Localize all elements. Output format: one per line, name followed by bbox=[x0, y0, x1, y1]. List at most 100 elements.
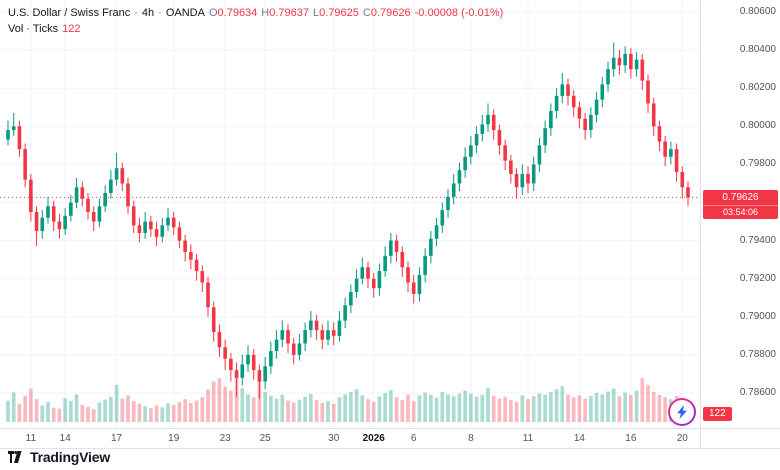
separator-dot: · bbox=[134, 7, 138, 19]
candle-body bbox=[514, 173, 519, 188]
candle-body bbox=[589, 114, 593, 131]
candle-body bbox=[217, 332, 222, 348]
candle-body bbox=[320, 330, 325, 340]
symbol-row: U.S. Dollar / Swiss Franc · 4h · OANDA O… bbox=[8, 5, 507, 21]
candle-body bbox=[257, 370, 262, 382]
candle-body bbox=[286, 330, 290, 344]
candle-body bbox=[480, 124, 485, 134]
candle-body bbox=[297, 343, 302, 355]
volume-bar bbox=[446, 394, 450, 422]
candle-body bbox=[509, 160, 513, 174]
volume-bar bbox=[520, 395, 525, 422]
candle-body bbox=[114, 168, 119, 180]
symbol-title[interactable]: U.S. Dollar / Swiss Franc bbox=[8, 7, 131, 19]
time-axis-label: 2026 bbox=[362, 433, 385, 444]
volume-bar bbox=[480, 394, 485, 422]
ohlc-low: L0.79625 bbox=[313, 7, 359, 19]
candle-body bbox=[177, 227, 182, 241]
volume-indicator-label[interactable]: Vol · Ticks bbox=[8, 23, 59, 35]
candle-body bbox=[417, 274, 422, 294]
volume-bar bbox=[354, 389, 359, 422]
candle-body bbox=[554, 95, 559, 112]
candle-body bbox=[211, 307, 216, 333]
volume-bar bbox=[457, 393, 462, 422]
candle-body bbox=[240, 364, 245, 378]
price-axis-label: 0.80400 bbox=[739, 44, 776, 56]
volume-bar bbox=[491, 395, 496, 422]
price-axis-label: 0.80600 bbox=[739, 6, 776, 17]
interval-label[interactable]: 4h bbox=[141, 7, 155, 19]
volume-bar bbox=[577, 395, 582, 422]
candle-body bbox=[629, 53, 633, 70]
volume-bar bbox=[509, 400, 513, 422]
instant-trading-button[interactable] bbox=[668, 398, 696, 426]
volume-bar bbox=[474, 396, 479, 422]
candle-body bbox=[63, 215, 67, 230]
change-value: -0.00008 (-0.01%) bbox=[414, 7, 504, 19]
price-axis-label: 0.78800 bbox=[739, 348, 776, 360]
volume-bar bbox=[640, 378, 645, 422]
candle-body bbox=[291, 343, 296, 355]
candle-body bbox=[520, 173, 525, 188]
candle-body bbox=[51, 206, 56, 222]
time-axis-label: 11 bbox=[25, 433, 37, 444]
candle-body bbox=[126, 183, 130, 207]
tradingview-wordmark: TradingView bbox=[30, 449, 111, 465]
candle-body bbox=[349, 292, 353, 306]
candle-body bbox=[131, 206, 136, 226]
candle-body bbox=[143, 221, 147, 233]
price-axis-label: 0.80000 bbox=[739, 120, 776, 132]
volume-bar bbox=[211, 381, 216, 422]
candle-body bbox=[646, 80, 650, 104]
candle-body bbox=[74, 187, 79, 203]
candle-body bbox=[606, 69, 610, 85]
candle-body bbox=[57, 221, 62, 230]
candle-body bbox=[331, 330, 336, 336]
ohlc-open: O0.79634 bbox=[209, 7, 257, 19]
volume-bar bbox=[326, 401, 330, 422]
volume-bar bbox=[46, 402, 50, 422]
volume-bar bbox=[240, 388, 245, 422]
candle-body bbox=[154, 229, 159, 237]
separator-dot: · bbox=[158, 7, 162, 19]
volume-bar bbox=[503, 396, 507, 422]
candle-body bbox=[634, 59, 639, 70]
candle-body bbox=[680, 172, 685, 188]
price-axis-label: 0.79000 bbox=[739, 310, 776, 322]
volume-bar bbox=[171, 404, 176, 422]
volume-bar bbox=[200, 397, 205, 422]
volume-bar bbox=[657, 394, 662, 422]
tradingview-branding[interactable]: TradingView bbox=[8, 449, 110, 465]
volume-bar bbox=[554, 389, 559, 422]
candle-body bbox=[577, 107, 582, 119]
volume-bar bbox=[234, 372, 239, 422]
time-axis[interactable]: 11 14 17 19 23 25 30 2026 6 8 11 14 16 20 bbox=[0, 430, 700, 448]
price-axis[interactable]: 0.80600 0.80400 0.80200 0.80000 0.79800 0.794… bbox=[701, 0, 780, 428]
volume-bar bbox=[400, 400, 405, 422]
volume-bar bbox=[303, 396, 307, 422]
volume-bar bbox=[383, 392, 387, 422]
candle-body bbox=[274, 339, 279, 352]
volume-bar bbox=[229, 390, 233, 422]
chart-legend: U.S. Dollar / Swiss Franc · 4h · OANDA O… bbox=[8, 5, 507, 37]
candle-body bbox=[23, 149, 27, 180]
volume-bar bbox=[429, 394, 433, 422]
candle-body bbox=[234, 370, 239, 378]
volume-bar bbox=[486, 387, 490, 422]
lightning-icon bbox=[676, 405, 687, 419]
volume-bar bbox=[589, 395, 593, 422]
volume-bar bbox=[206, 389, 210, 422]
candle-body bbox=[503, 145, 507, 161]
candle-body bbox=[377, 271, 382, 289]
candle-body bbox=[46, 206, 50, 218]
volume-bar bbox=[246, 394, 250, 422]
exchange-label[interactable]: OANDA bbox=[165, 7, 205, 19]
candle-body bbox=[69, 202, 73, 216]
volume-bar bbox=[606, 391, 610, 422]
candle-body bbox=[40, 217, 45, 232]
candle-body bbox=[686, 187, 690, 198]
candle-body bbox=[566, 84, 570, 96]
volume-bar bbox=[149, 408, 153, 422]
price-axis-label: 0.79200 bbox=[739, 272, 776, 284]
